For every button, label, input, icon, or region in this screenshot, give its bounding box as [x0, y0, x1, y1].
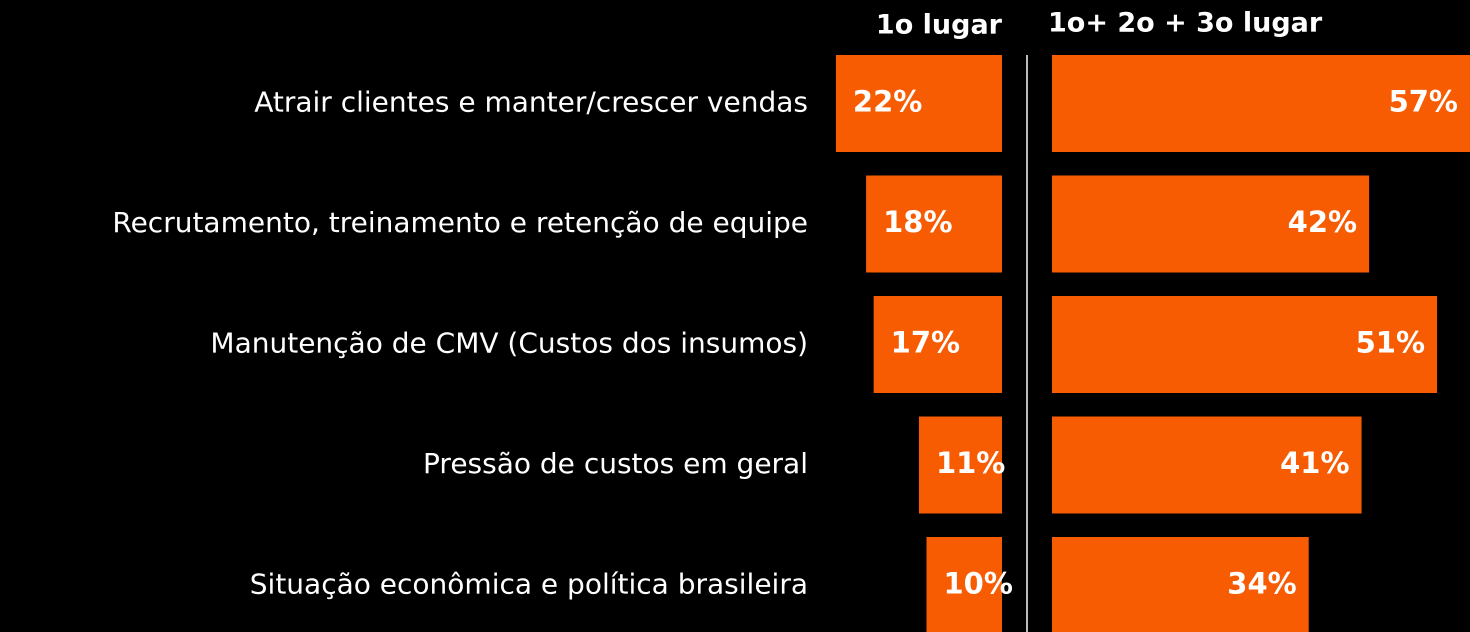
value-label: 42%	[1288, 205, 1357, 239]
bar	[1052, 296, 1438, 393]
value-label: 34%	[1227, 567, 1296, 601]
value-label: 10%	[944, 567, 1013, 601]
bar	[1052, 175, 1370, 273]
bar	[835, 55, 1002, 152]
value-label: 41%	[1280, 446, 1349, 480]
bar	[873, 296, 1002, 393]
series-header: 1o+ 2o + 3o lugar	[1048, 8, 1323, 39]
category-label: Pressão de custos em geral	[423, 447, 808, 480]
bar	[1052, 537, 1309, 632]
series-header: 1o lugar	[876, 10, 1003, 41]
category-label: Atrair clientes e manter/crescer vendas	[254, 86, 808, 119]
bar	[866, 175, 1002, 273]
value-label: 11%	[936, 446, 1005, 480]
value-label: 51%	[1356, 326, 1425, 360]
bar	[918, 416, 1002, 514]
category-label: Situação econômica e política brasileira	[250, 568, 808, 601]
bar	[926, 537, 1002, 632]
value-label: 22%	[853, 85, 922, 119]
value-label: 17%	[891, 326, 960, 360]
bar	[1052, 55, 1470, 152]
value-label: 18%	[883, 205, 952, 239]
value-label: 57%	[1389, 85, 1458, 119]
bar	[1052, 416, 1362, 514]
category-label: Recrutamento, treinamento e retenção de …	[112, 206, 808, 239]
category-label: Manutenção de CMV (Custos dos insumos)	[210, 327, 808, 360]
